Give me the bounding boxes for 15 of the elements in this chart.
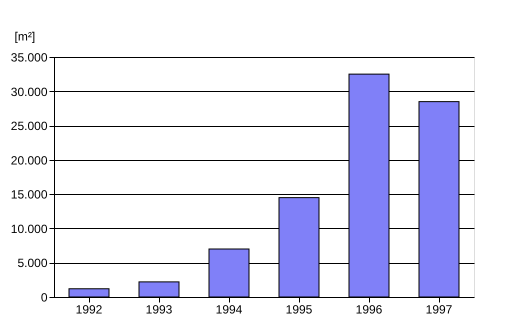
y-tick-label: 20.000 [10,153,48,168]
x-tick-label: 1995 [286,302,313,316]
y-tick-label: 5.000 [17,256,48,270]
x-tick-label: 1993 [146,302,173,316]
y-tick-label: 25.000 [10,119,48,134]
y-tick-label: 10.000 [10,222,48,236]
y-tick-label: 15.000 [10,188,48,202]
x-tick-label: 1994 [216,302,243,316]
y-tick-label: 30.000 [10,84,48,99]
x-tick-label: 1997 [426,302,453,316]
y-axis-title: [m²] [14,30,36,44]
x-tick-label: 1996 [356,302,383,316]
y-tick-label: 0 [40,290,48,304]
y-tick-label: 35.000 [10,50,48,64]
x-tick-label: 1992 [76,302,103,316]
